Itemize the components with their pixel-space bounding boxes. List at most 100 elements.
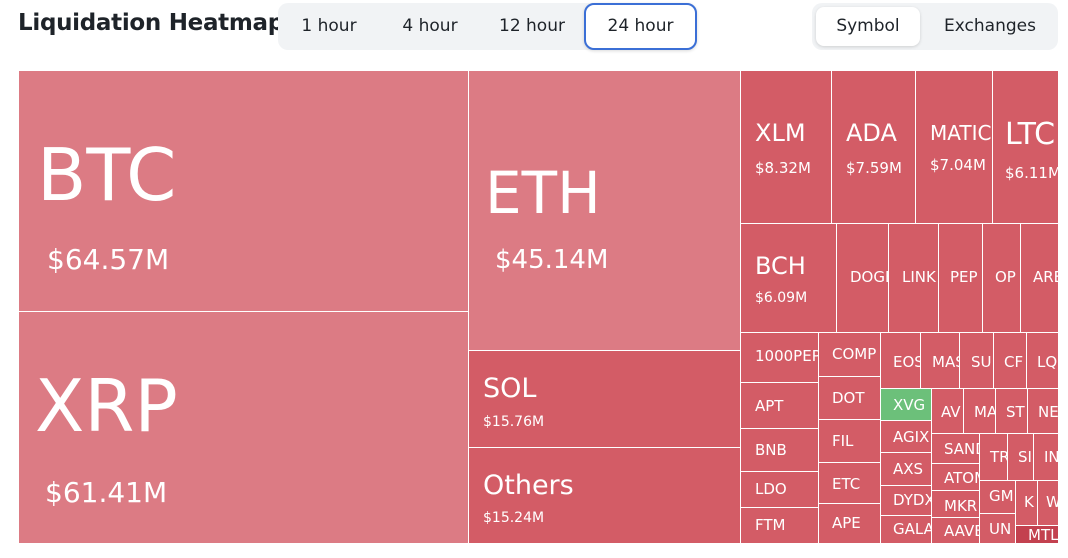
treemap-cell-sol[interactable]: SOL $15.76M: [468, 350, 741, 448]
treemap-cell-st[interactable]: ST: [995, 388, 1028, 434]
treemap-cell-mas[interactable]: MAS: [920, 332, 960, 389]
cell-symbol: SAND: [944, 440, 979, 458]
treemap-cell-agix[interactable]: AGIX: [880, 420, 932, 453]
treemap-cell-eth[interactable]: ETH $45.14M: [468, 70, 741, 351]
cell-symbol: IN: [1044, 448, 1059, 466]
cell-symbol: APT: [755, 397, 784, 415]
treemap-cell-gm[interactable]: GM: [979, 480, 1016, 514]
tab-4-hour[interactable]: 4 hour: [402, 16, 458, 36]
treemap-cell-bnb[interactable]: BNB: [740, 428, 819, 472]
cell-value: $8.32M: [755, 159, 811, 177]
cell-symbol: ETC: [832, 475, 861, 493]
cell-symbol: DYDX: [893, 491, 932, 509]
treemap-cell-ma[interactable]: MA: [963, 388, 996, 434]
treemap-cell-ada[interactable]: ADA $7.59M: [831, 70, 916, 224]
cell-symbol: BNB: [755, 441, 787, 459]
treemap-cell-xlm[interactable]: XLM $8.32M: [740, 70, 832, 224]
treemap-cell-in[interactable]: IN: [1033, 433, 1059, 481]
treemap-cell-un[interactable]: UN: [979, 513, 1016, 544]
cell-symbol: ARB: [1033, 268, 1058, 286]
treemap-cell-cf[interactable]: CF: [993, 332, 1027, 389]
cell-symbol: NE: [1038, 403, 1059, 421]
cell-symbol: OP: [995, 268, 1016, 286]
treemap-cell-av[interactable]: AV: [931, 388, 964, 434]
treemap-cell-op[interactable]: OP: [982, 223, 1021, 333]
cell-symbol: DOGE: [850, 268, 888, 286]
cell-value: $7.04M: [930, 156, 986, 174]
treemap-cell-xrp[interactable]: XRP $61.41M: [18, 311, 469, 544]
page-title: Liquidation Heatmap: [18, 10, 284, 36]
cell-symbol: W: [1046, 493, 1058, 511]
cell-symbol: GALA: [893, 520, 932, 538]
cell-symbol: AV: [941, 403, 961, 421]
cell-symbol: LINK: [902, 268, 936, 286]
treemap-cell-mkr[interactable]: MKR: [931, 490, 980, 518]
treemap-cell-axs[interactable]: AXS: [880, 452, 932, 486]
treemap-cell-ltc[interactable]: LTC $6.11M: [992, 70, 1059, 224]
cell-symbol: AGIX: [893, 428, 930, 446]
cell-symbol: MAS: [932, 353, 959, 371]
cell-symbol: AXS: [893, 460, 924, 478]
cell-symbol: LDO: [755, 480, 787, 498]
treemap-cell-ape[interactable]: APE: [818, 503, 881, 544]
tab-exchanges[interactable]: Exchanges: [944, 16, 1036, 36]
treemap-cell-matic[interactable]: MATIC $7.04M: [915, 70, 993, 224]
cell-symbol: SI: [1018, 448, 1032, 466]
cell-symbol: MKR: [944, 497, 978, 515]
cell-symbol: MATIC: [930, 121, 992, 145]
cell-symbol: FIL: [832, 432, 854, 450]
cell-symbol: GM: [989, 487, 1014, 505]
tab-symbol[interactable]: Symbol: [816, 7, 920, 46]
cell-symbol: MA: [974, 403, 996, 421]
treemap-cell-w[interactable]: W: [1037, 480, 1059, 526]
cell-symbol: SOL: [483, 373, 537, 404]
treemap-cell-1000pep[interactable]: 1000PEP: [740, 332, 819, 383]
treemap-cell-sand[interactable]: SAND: [931, 433, 980, 464]
treemap-cell-doge[interactable]: DOGE: [836, 223, 889, 333]
treemap-cell-tr[interactable]: TR: [979, 433, 1008, 481]
cell-symbol: BCH: [755, 252, 806, 280]
treemap-cell-xvg[interactable]: XVG: [880, 388, 932, 421]
treemap-cell-bch[interactable]: BCH $6.09M: [740, 223, 837, 333]
treemap-cell-others[interactable]: Others $15.24M: [468, 447, 741, 544]
cell-symbol: TR: [990, 448, 1008, 466]
treemap-cell-k[interactable]: K: [1015, 480, 1038, 526]
treemap-cell-btc[interactable]: BTC $64.57M: [18, 70, 469, 312]
cell-symbol: SU: [971, 353, 992, 371]
treemap-cell-dydx[interactable]: DYDX: [880, 485, 932, 516]
treemap-cell-eos[interactable]: EOS: [880, 332, 921, 389]
treemap-cell-fil[interactable]: FIL: [818, 419, 881, 463]
treemap-cell-su[interactable]: SU: [959, 332, 994, 389]
tab-1-hour[interactable]: 1 hour: [301, 16, 357, 36]
treemap-cell-comp[interactable]: COMP: [818, 332, 881, 377]
cell-symbol: CF: [1004, 353, 1024, 371]
tab-24-hour[interactable]: 24 hour: [584, 3, 697, 50]
cell-symbol: UN: [989, 520, 1012, 538]
treemap-cell-etc[interactable]: ETC: [818, 462, 881, 504]
view-tabs: Symbol Exchanges: [812, 3, 1058, 50]
cell-value: $15.24M: [483, 510, 545, 526]
tab-12-hour[interactable]: 12 hour: [499, 16, 565, 36]
time-range-tabs: 1 hour 4 hour 12 hour 24 hour: [278, 3, 697, 50]
cell-value: $64.57M: [47, 243, 170, 276]
cell-value: $6.09M: [755, 290, 808, 306]
treemap-cell-pep[interactable]: PEP: [938, 223, 983, 333]
treemap-cell-ftm[interactable]: FTM: [740, 507, 819, 544]
cell-symbol: XVG: [893, 396, 926, 414]
treemap-cell-ldo[interactable]: LDO: [740, 471, 819, 508]
treemap-cell-apt[interactable]: APT: [740, 382, 819, 429]
cell-value: $61.41M: [45, 476, 168, 509]
cell-symbol: AAVE: [944, 522, 980, 540]
treemap-cell-aave[interactable]: AAVE: [931, 517, 980, 544]
treemap-cell-gala[interactable]: GALA: [880, 515, 932, 544]
treemap-cell-arb[interactable]: ARB: [1020, 223, 1059, 333]
cell-value: $15.76M: [483, 414, 545, 430]
treemap-cell-dot[interactable]: DOT: [818, 376, 881, 420]
treemap-cell-ne[interactable]: NE: [1027, 388, 1059, 434]
treemap-cell-mtl[interactable]: MTL: [1015, 525, 1059, 544]
treemap-cell-link[interactable]: LINK: [888, 223, 939, 333]
treemap-cell-lq[interactable]: LQ: [1026, 332, 1059, 389]
treemap-cell-si[interactable]: SI: [1007, 433, 1034, 481]
